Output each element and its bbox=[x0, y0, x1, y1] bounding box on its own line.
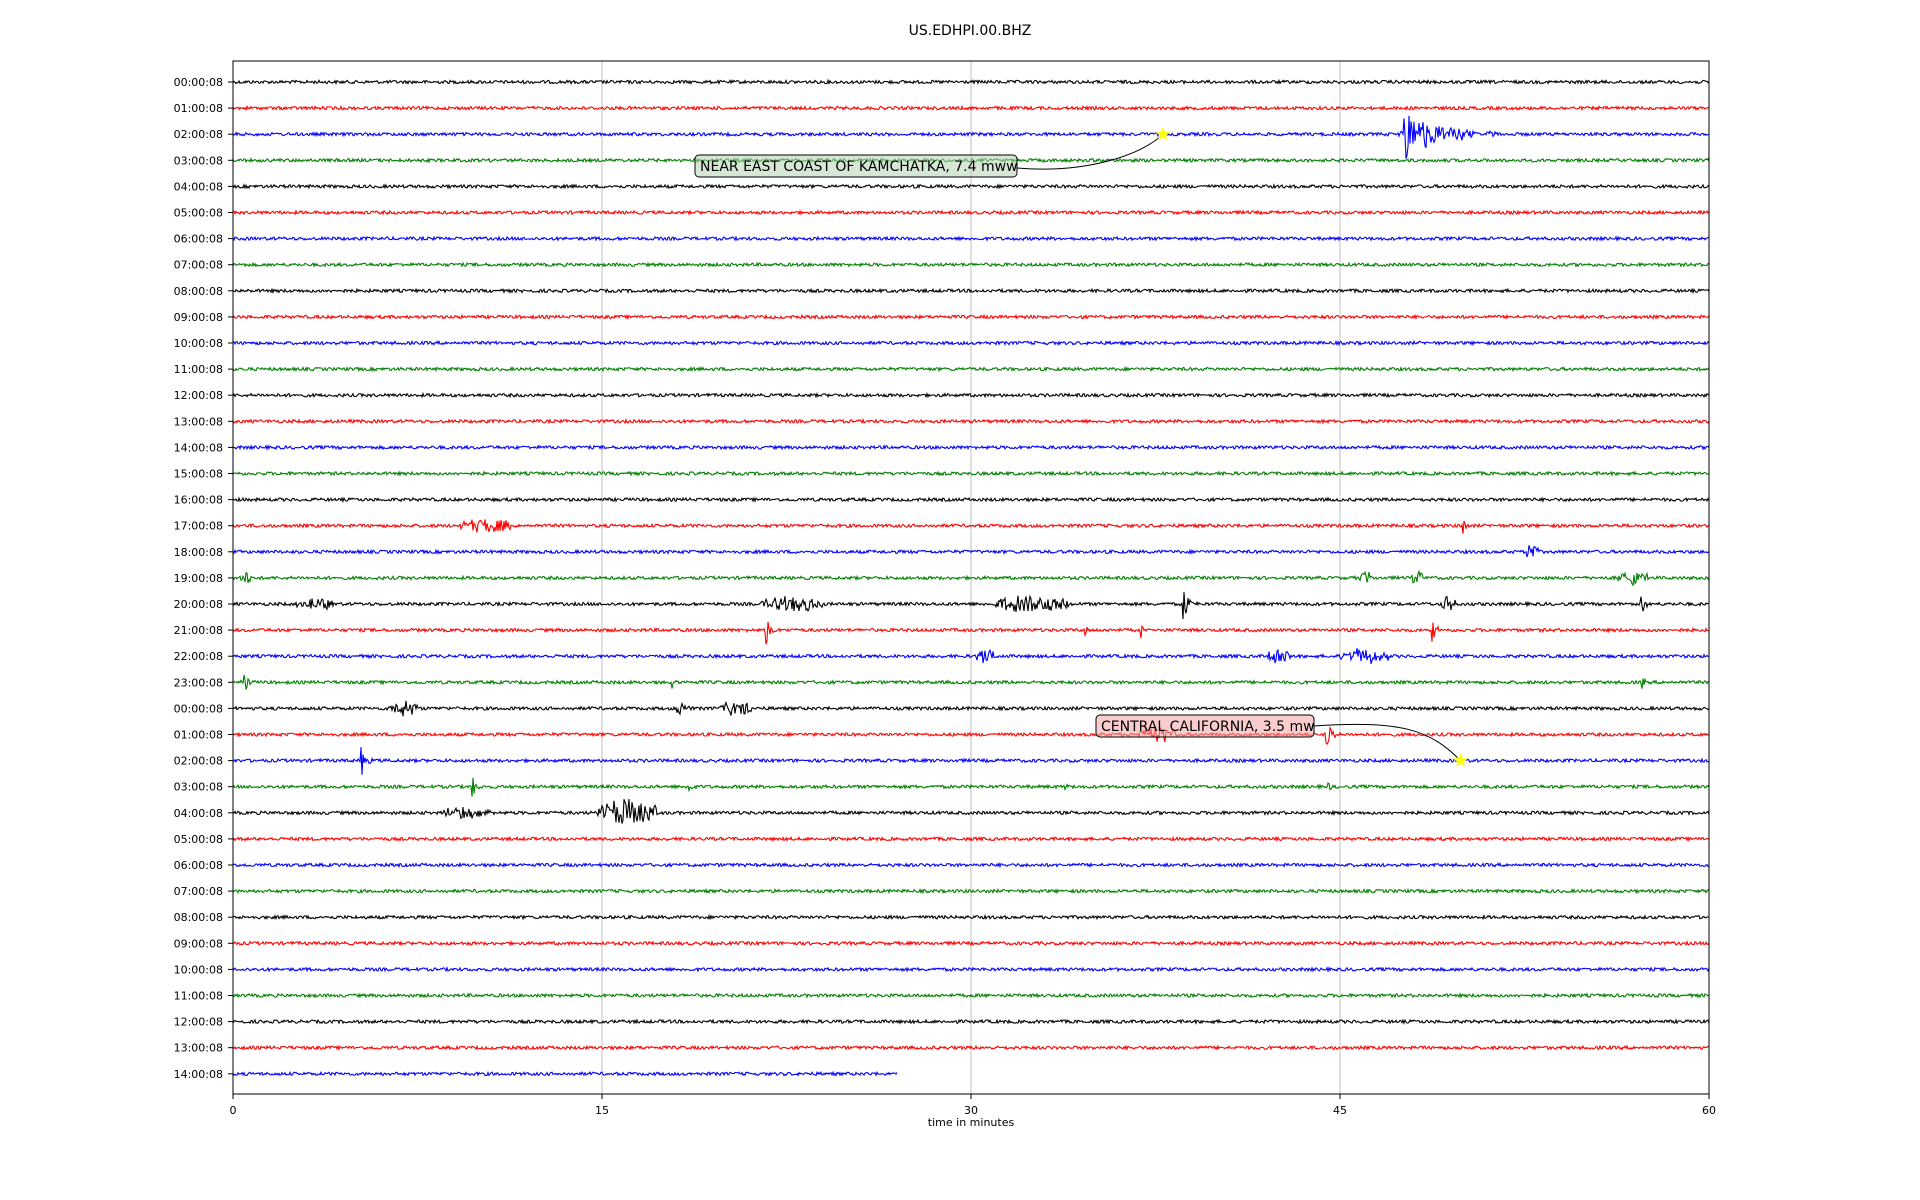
trace-line bbox=[232, 1070, 898, 1077]
y-tick-label: 06:00:08 bbox=[174, 859, 223, 872]
trace-line bbox=[232, 545, 1710, 558]
y-tick-label: 13:00:08 bbox=[174, 415, 223, 428]
trace-line bbox=[232, 104, 1710, 112]
y-tick-label: 06:00:08 bbox=[174, 233, 223, 246]
y-tick-label: 11:00:08 bbox=[174, 363, 223, 376]
y-tick-label: 22:00:08 bbox=[174, 650, 223, 663]
event-marker-star bbox=[1154, 125, 1172, 142]
y-tick-label: 16:00:08 bbox=[174, 494, 223, 507]
y-tick-label: 05:00:08 bbox=[174, 833, 223, 846]
y-tick-label: 15:00:08 bbox=[174, 468, 223, 481]
annotation-connector bbox=[1313, 723, 1461, 761]
trace-line bbox=[232, 519, 1710, 534]
trace-line bbox=[232, 313, 1710, 321]
y-tick-label: 00:00:08 bbox=[174, 702, 223, 715]
annotation-box bbox=[1095, 714, 1315, 738]
y-tick-label: 14:00:08 bbox=[174, 441, 223, 454]
trace-line bbox=[232, 913, 1710, 921]
y-tick-label: 03:00:08 bbox=[174, 154, 223, 167]
annotation-label: NEAR EAST COAST OF KAMCHATKA, 7.4 mww bbox=[700, 159, 1018, 175]
chart-title: US.EDHPI.00.BHZ bbox=[909, 23, 1032, 39]
y-tick-label: 01:00:08 bbox=[174, 729, 223, 742]
annotation: NEAR EAST COAST OF KAMCHATKA, 7.4 mww bbox=[694, 125, 1172, 178]
y-tick-label: 12:00:08 bbox=[174, 389, 223, 402]
y-tick-label: 08:00:08 bbox=[174, 285, 223, 298]
x-tick-label: 15 bbox=[595, 1104, 609, 1117]
trace-line bbox=[232, 887, 1710, 895]
y-tick-label: 23:00:08 bbox=[174, 676, 223, 689]
y-tick-label: 04:00:08 bbox=[174, 180, 223, 193]
y-tick-label: 14:00:08 bbox=[174, 1068, 223, 1081]
trace-line bbox=[232, 700, 1710, 717]
x-axis-label: time in minutes bbox=[928, 1116, 1015, 1129]
y-tick-label: 20:00:08 bbox=[174, 598, 223, 611]
trace-line bbox=[232, 835, 1710, 843]
trace-line bbox=[232, 725, 1710, 746]
x-tick-label: 45 bbox=[1333, 1104, 1347, 1117]
trace-line bbox=[232, 621, 1710, 645]
y-tick-label: 01:00:08 bbox=[174, 102, 223, 115]
trace-line bbox=[232, 365, 1710, 373]
trace-line bbox=[232, 444, 1710, 451]
y-tick-label: 21:00:08 bbox=[174, 624, 223, 637]
event-marker-star bbox=[1452, 751, 1469, 768]
trace-line bbox=[232, 1044, 1710, 1052]
trace-line bbox=[232, 674, 1710, 690]
trace-line bbox=[232, 78, 1710, 86]
y-tick-labels: 00:00:08 01:00:08 02:00:08 03:00:08 04:00:08… bbox=[174, 76, 233, 1081]
trace-line bbox=[232, 391, 1710, 399]
y-tick-label: 11:00:08 bbox=[174, 990, 223, 1003]
trace-line bbox=[232, 992, 1710, 999]
y-tick-label: 09:00:08 bbox=[174, 937, 223, 950]
trace-line bbox=[232, 799, 1710, 824]
trace-line bbox=[232, 339, 1710, 347]
x-tick-label: 60 bbox=[1702, 1104, 1716, 1117]
trace-line bbox=[232, 777, 1710, 797]
trace-line bbox=[232, 592, 1710, 620]
y-tick-label: 18:00:08 bbox=[174, 546, 223, 559]
y-tick-label: 02:00:08 bbox=[174, 128, 223, 141]
annotation-label: CENTRAL CALIFORNIA, 3.5 mw bbox=[1101, 719, 1315, 735]
annotation: CENTRAL CALIFORNIA, 3.5 mw bbox=[1095, 714, 1469, 768]
trace-line bbox=[232, 115, 1710, 159]
trace-line bbox=[232, 470, 1710, 477]
trace-line bbox=[232, 939, 1710, 947]
y-tick-label: 07:00:08 bbox=[174, 885, 223, 898]
x-tick-label: 30 bbox=[964, 1104, 978, 1117]
trace-line bbox=[232, 417, 1710, 425]
y-tick-label: 09:00:08 bbox=[174, 311, 223, 324]
trace-line bbox=[232, 183, 1710, 190]
y-tick-label: 04:00:08 bbox=[174, 807, 223, 820]
trace-line bbox=[232, 209, 1710, 216]
y-tick-label: 17:00:08 bbox=[174, 520, 223, 533]
trace-line bbox=[232, 966, 1710, 973]
y-tick-label: 08:00:08 bbox=[174, 911, 223, 924]
y-tick-label: 10:00:08 bbox=[174, 337, 223, 350]
x-ticks: 0 15 30 45 60 bbox=[230, 1094, 1716, 1117]
y-tick-label: 02:00:08 bbox=[174, 755, 223, 768]
trace-line bbox=[232, 1018, 1710, 1025]
trace-line bbox=[232, 861, 1710, 869]
trace-line bbox=[232, 287, 1710, 295]
annotation-connector bbox=[1016, 133, 1164, 170]
trace-line bbox=[232, 261, 1710, 268]
y-tick-label: 03:00:08 bbox=[174, 781, 223, 794]
y-tick-label: 05:00:08 bbox=[174, 207, 223, 220]
trace-line bbox=[232, 235, 1710, 243]
annotation-box bbox=[694, 154, 1018, 178]
annotations: NEAR EAST COAST OF KAMCHATKA, 7.4 mww CEN… bbox=[694, 125, 1469, 768]
traces bbox=[232, 78, 1710, 1077]
y-tick-label: 12:00:08 bbox=[174, 1016, 223, 1029]
y-tick-label: 19:00:08 bbox=[174, 572, 223, 585]
y-tick-label: 13:00:08 bbox=[174, 1042, 223, 1055]
y-tick-label: 07:00:08 bbox=[174, 259, 223, 272]
y-tick-label: 00:00:08 bbox=[174, 76, 223, 89]
trace-line bbox=[232, 496, 1710, 503]
x-tick-label: 0 bbox=[230, 1104, 237, 1117]
trace-line bbox=[232, 569, 1710, 587]
trace-line bbox=[232, 648, 1710, 664]
y-tick-label: 10:00:08 bbox=[174, 963, 223, 976]
